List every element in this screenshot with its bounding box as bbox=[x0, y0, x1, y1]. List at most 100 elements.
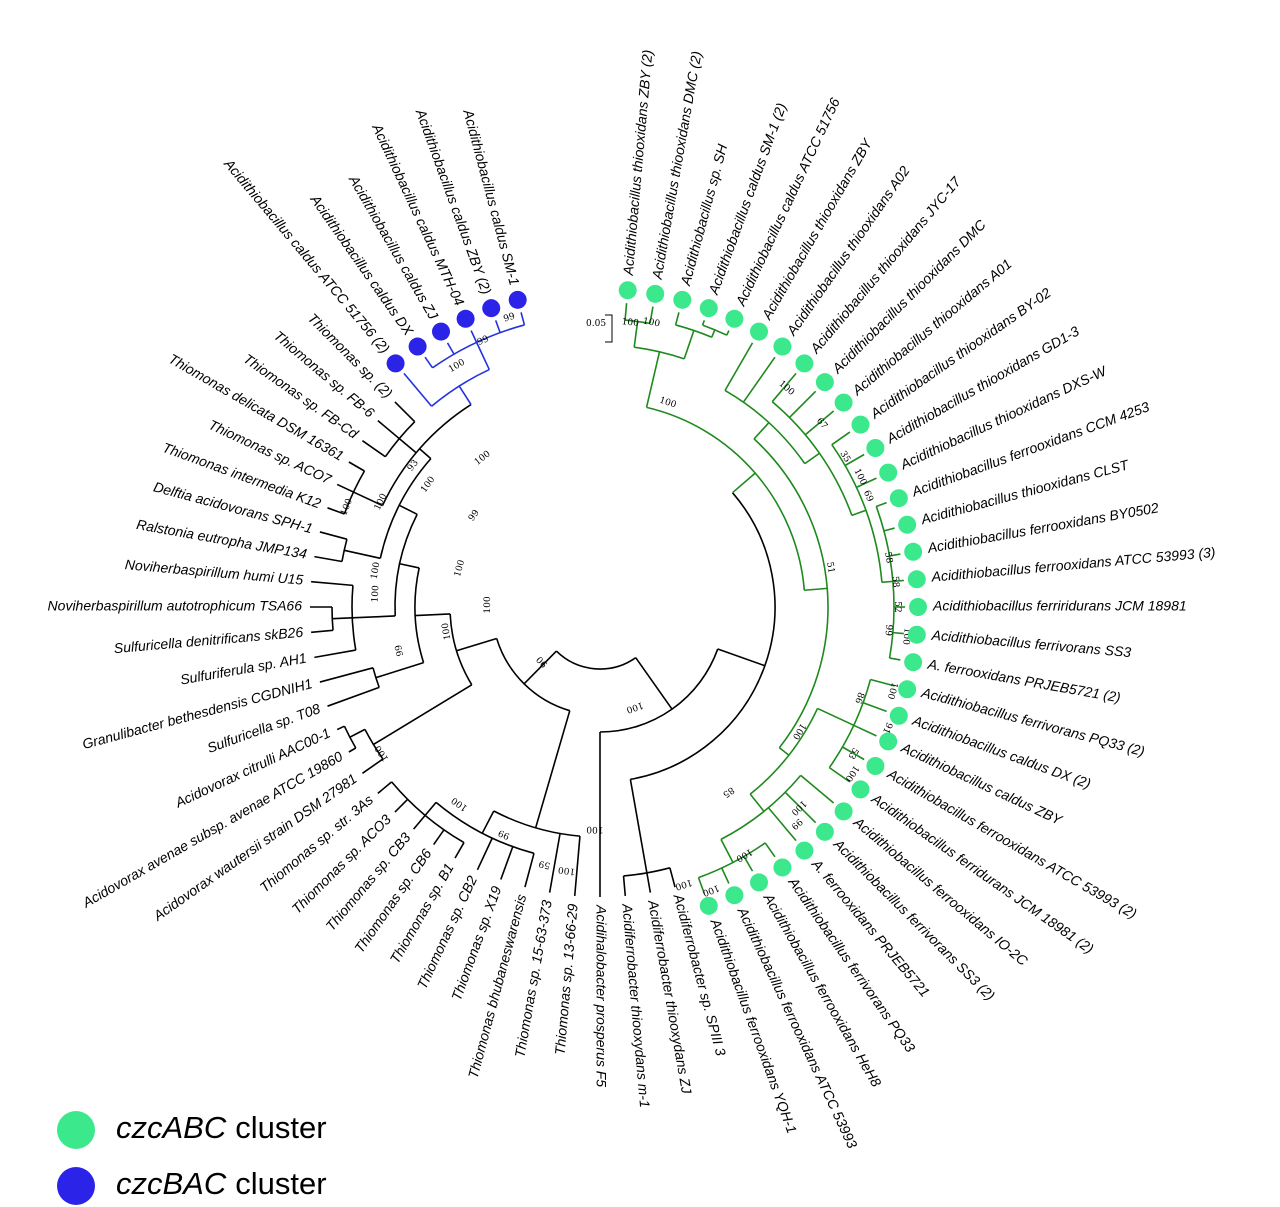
support-value: 99 bbox=[883, 624, 894, 636]
branch-arc bbox=[431, 368, 490, 407]
branch bbox=[804, 587, 828, 592]
legend-text: cluster bbox=[235, 1166, 326, 1201]
cluster-dot bbox=[866, 439, 885, 457]
branch bbox=[394, 401, 416, 423]
branch bbox=[475, 342, 490, 370]
branch bbox=[881, 580, 893, 584]
branch bbox=[753, 422, 770, 440]
branch bbox=[649, 306, 654, 324]
branch-arc bbox=[771, 401, 853, 516]
cluster-dot bbox=[866, 757, 885, 775]
support-value: 69 bbox=[861, 489, 875, 504]
cluster-dot bbox=[750, 873, 768, 892]
cluster-dot bbox=[879, 732, 898, 751]
branch bbox=[500, 846, 514, 880]
leaf-label: Acidiferrobacter thiooxydans m-1 bbox=[619, 902, 653, 1108]
branch bbox=[817, 707, 855, 727]
support-value: 58 bbox=[882, 551, 894, 564]
support-value: 100 bbox=[419, 475, 437, 495]
cluster-dot bbox=[482, 299, 501, 318]
cluster-dot bbox=[456, 309, 475, 328]
branch bbox=[784, 791, 817, 824]
branch bbox=[862, 702, 887, 713]
branch bbox=[349, 728, 366, 738]
leaf-label: Acidithiobacillus ferriridurans JCM 1898… bbox=[932, 598, 1187, 614]
branch bbox=[764, 842, 776, 858]
support-value: 100 bbox=[450, 794, 470, 812]
branch bbox=[523, 650, 557, 685]
branch bbox=[481, 810, 495, 834]
branch bbox=[446, 342, 455, 355]
branch bbox=[348, 747, 357, 753]
branch bbox=[645, 351, 661, 408]
scale-bar bbox=[605, 314, 613, 343]
support-value: 99 bbox=[467, 508, 482, 523]
branch bbox=[889, 657, 901, 661]
branch bbox=[412, 814, 426, 830]
leaf-label: Noviherbaspirillum autotrophicum TSA66 bbox=[48, 598, 303, 614]
branch-arc bbox=[379, 458, 432, 559]
branch bbox=[831, 431, 851, 446]
branch bbox=[534, 710, 571, 829]
cluster-dot bbox=[795, 354, 814, 373]
branch bbox=[717, 648, 766, 667]
branch bbox=[767, 807, 797, 842]
branch bbox=[635, 657, 673, 710]
branch-arc bbox=[555, 650, 637, 670]
branch bbox=[398, 437, 417, 454]
branch bbox=[332, 617, 353, 620]
branch bbox=[344, 549, 381, 560]
branch bbox=[720, 867, 730, 884]
branch bbox=[892, 579, 904, 583]
branch-arc bbox=[720, 774, 802, 841]
branch-arc bbox=[724, 389, 806, 465]
cluster-dot bbox=[408, 337, 427, 356]
branch bbox=[311, 629, 334, 634]
support-value: 100 bbox=[642, 317, 661, 330]
cluster-dot bbox=[508, 290, 527, 309]
support-value: 86 bbox=[852, 691, 865, 705]
branch bbox=[724, 342, 754, 391]
branch bbox=[889, 553, 901, 557]
support-value: 100 bbox=[790, 721, 808, 741]
branch-arc bbox=[391, 781, 465, 844]
cluster-dot bbox=[795, 841, 814, 860]
branch bbox=[842, 746, 865, 761]
branch bbox=[352, 615, 396, 619]
cluster-dot bbox=[725, 886, 744, 905]
branch bbox=[311, 580, 354, 587]
branch bbox=[800, 774, 835, 804]
branch bbox=[494, 320, 501, 333]
support-value: 100 bbox=[789, 798, 808, 817]
branch bbox=[731, 472, 756, 494]
support-value: 99 bbox=[476, 334, 491, 348]
branch-arc bbox=[599, 648, 719, 733]
legend-gene: czcABC bbox=[116, 1110, 227, 1145]
branch bbox=[314, 649, 356, 659]
branch bbox=[456, 637, 497, 652]
support-value: 100 bbox=[674, 877, 694, 892]
cluster-dot bbox=[432, 322, 450, 341]
branch bbox=[394, 798, 409, 813]
branch-arc bbox=[828, 679, 872, 769]
branch bbox=[524, 853, 535, 888]
branch bbox=[875, 501, 887, 508]
branch bbox=[674, 312, 680, 326]
cluster-dot bbox=[889, 706, 908, 725]
support-value: 100 bbox=[447, 357, 467, 375]
support-value: 100 bbox=[621, 317, 639, 329]
cluster-dot bbox=[815, 822, 834, 841]
cluster-dot bbox=[773, 858, 792, 877]
cluster-dot bbox=[904, 653, 923, 672]
branch bbox=[892, 631, 904, 635]
support-value: 52 bbox=[892, 601, 902, 612]
branch bbox=[870, 678, 895, 687]
cluster-dot bbox=[834, 393, 853, 412]
branch bbox=[743, 856, 754, 872]
branch-arc bbox=[351, 585, 357, 651]
branch bbox=[624, 303, 628, 321]
support-value: 100 bbox=[843, 763, 861, 783]
branch bbox=[771, 372, 797, 403]
support-value: 100 bbox=[586, 824, 604, 834]
